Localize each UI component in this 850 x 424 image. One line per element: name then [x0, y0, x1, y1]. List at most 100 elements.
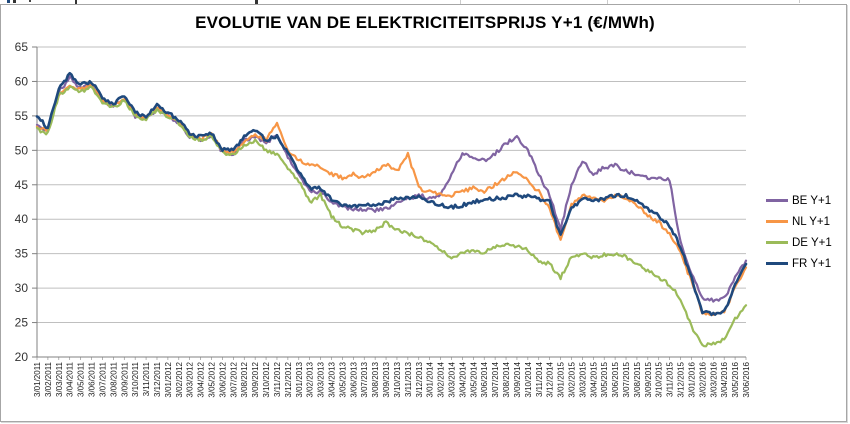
x-axis-tick-label: 3/09/2011: [120, 361, 129, 397]
x-axis-tick-label: 3/02/2012: [175, 361, 184, 397]
clipped-row-artifact: [13, 0, 16, 3]
series-line: [35, 85, 748, 348]
x-axis-tick-label: 3/04/2014: [458, 361, 467, 397]
x-axis-tick-label: 3/02/2016: [698, 361, 707, 397]
clipped-row-artifact: [75, 0, 77, 4]
y-axis-tick-label: 45: [15, 178, 29, 192]
x-axis-tick-label: 3/06/2011: [88, 361, 97, 397]
clipped-row-artifact: [255, 0, 258, 4]
y-axis-tick-label: 50: [15, 143, 29, 157]
x-axis-tick-label: 3/10/2011: [131, 361, 140, 397]
y-axis-tick-label: 55: [15, 109, 29, 123]
x-axis-tick-label: 3/01/2013: [295, 361, 304, 397]
x-axis-tick-label: 3/08/2012: [240, 361, 249, 397]
clipped-row-artifact: [607, 0, 608, 4]
y-axis-tick-label: 25: [15, 316, 29, 330]
x-axis-tick-label: 3/12/2012: [284, 361, 293, 397]
x-axis-tick-label: 3/12/2015: [677, 361, 686, 397]
x-axis-tick-label: 3/05/2014: [469, 361, 478, 397]
x-axis-tick-label: 3/04/2011: [66, 361, 75, 397]
chart-title: EVOLUTIE VAN DE ELEKTRICITEITSPRIJS Y+1 …: [195, 13, 655, 32]
x-axis-tick-label: 3/11/2013: [404, 361, 413, 397]
x-axis-tick-label: 3/10/2014: [524, 361, 533, 397]
x-axis-tick-label: 3/07/2011: [98, 361, 107, 397]
legend-item-de: DE Y+1: [766, 232, 832, 253]
series-line: [35, 71, 748, 317]
x-axis-tick-label: 3/02/2011: [44, 361, 53, 397]
clipped-row-artifact: [7, 0, 10, 3]
legend: BE Y+1 NL Y+1 DE Y+1 FR Y+1: [766, 190, 832, 274]
x-axis-tick-label: 3/01/2011: [33, 361, 42, 397]
x-axis-tick-label: 3/07/2013: [360, 361, 369, 397]
y-axis-tick-label: 30: [15, 281, 29, 295]
x-axis-tick-label: 3/06/2012: [218, 361, 227, 397]
x-axis-tick-label: 3/03/2012: [186, 361, 195, 397]
clipped-row-artifact: [460, 0, 461, 4]
y-axis-tick-label: 60: [15, 74, 29, 88]
x-axis-tick-label: 3/06/2013: [349, 361, 358, 397]
x-axis-tick-label: 3/09/2014: [513, 361, 522, 397]
x-axis-tick-label: 3/01/2015: [557, 361, 566, 397]
x-axis-tick-label: 3/01/2012: [164, 361, 173, 397]
gridlines: [32, 46, 746, 358]
x-axis-tick-label: 3/05/2011: [77, 361, 86, 397]
x-axis-tick-label: 3/08/2014: [502, 361, 511, 397]
x-axis-tick-label: 3/11/2011: [142, 361, 151, 396]
x-axis-tick-label: 3/03/2015: [578, 361, 587, 397]
x-axis-tick-label: 3/04/2015: [589, 361, 598, 397]
legend-label: NL Y+1: [792, 215, 831, 228]
x-axis-tick-label: 3/03/2013: [317, 361, 326, 397]
series-be-y-1: [35, 75, 748, 303]
x-axis-tick-label: 3/10/2012: [262, 361, 271, 397]
x-axis-tick-label: 3/07/2012: [229, 361, 238, 397]
x-axis-tick-label: 3/03/2016: [709, 361, 718, 397]
legend-line-swatch: [766, 241, 788, 244]
x-axis-tick-label: 3/11/2015: [666, 361, 675, 397]
x-axis-tick-label: 3/02/2015: [567, 361, 576, 397]
chart-area-frame: [0, 4, 847, 422]
legend-label: BE Y+1: [792, 194, 832, 207]
legend-item-nl: NL Y+1: [766, 211, 832, 232]
x-axis-tick-label: 3/08/2015: [633, 361, 642, 397]
x-axis-tick-label: 3/04/2013: [328, 361, 337, 397]
x-axis-tick-label: 3/06/2015: [611, 361, 620, 397]
x-axis-tick-label: 3/01/2014: [426, 361, 435, 397]
y-axis-tick-label: 20: [15, 350, 29, 364]
x-axis-tick-label: 3/12/2013: [415, 361, 424, 397]
x-axis-tick-label: 3/07/2015: [622, 361, 631, 397]
x-axis-tick-label: 3/05/2012: [208, 361, 217, 397]
x-axis-tick-label: 3/12/2011: [153, 361, 162, 397]
legend-label: FR Y+1: [792, 257, 832, 270]
y-axis-tick-label: 40: [15, 212, 29, 226]
x-axis-tick-label: 3/09/2015: [644, 361, 653, 397]
x-axis-tick-label: 3/07/2014: [491, 361, 500, 397]
x-axis-tick-label: 3/04/2016: [720, 361, 729, 397]
x-axis-tick-label: 3/01/2016: [687, 361, 696, 397]
legend-label: DE Y+1: [792, 236, 832, 249]
series-de-y-1: [35, 85, 748, 348]
x-axis-tick-label: 3/02/2013: [306, 361, 315, 397]
legend-line-swatch: [766, 262, 788, 265]
x-axis-tick-label: 3/11/2012: [273, 361, 282, 397]
x-axis-tick-label: 3/08/2011: [109, 361, 118, 397]
legend-line-swatch: [766, 220, 788, 223]
x-axis-tick-label: 3/03/2014: [447, 361, 456, 397]
legend-item-be: BE Y+1: [766, 190, 832, 211]
x-axis-tick-label: 3/08/2013: [371, 361, 380, 397]
x-axis-tick-label: 3/05/2016: [731, 361, 740, 397]
x-axis-tick-label: 3/11/2014: [535, 361, 544, 397]
y-axis-tick-label: 35: [15, 247, 29, 261]
x-axis-tick-label: 3/03/2011: [55, 361, 64, 397]
x-axis-tick-label: 3/06/2016: [742, 361, 751, 397]
x-axis-tick-label: 3/09/2012: [251, 361, 260, 397]
series-fr-y-1: [35, 71, 748, 317]
x-axis-tick-label: 3/05/2015: [600, 361, 609, 397]
y-axis-tick-label: 65: [15, 40, 29, 54]
x-axis-tick-label: 3/06/2014: [480, 361, 489, 397]
legend-line-swatch: [766, 199, 788, 202]
x-axis-tick-label: 3/09/2013: [382, 361, 391, 397]
legend-item-fr: FR Y+1: [766, 253, 832, 274]
series-line: [35, 75, 748, 303]
clipped-row-artifact: [29, 0, 31, 2]
